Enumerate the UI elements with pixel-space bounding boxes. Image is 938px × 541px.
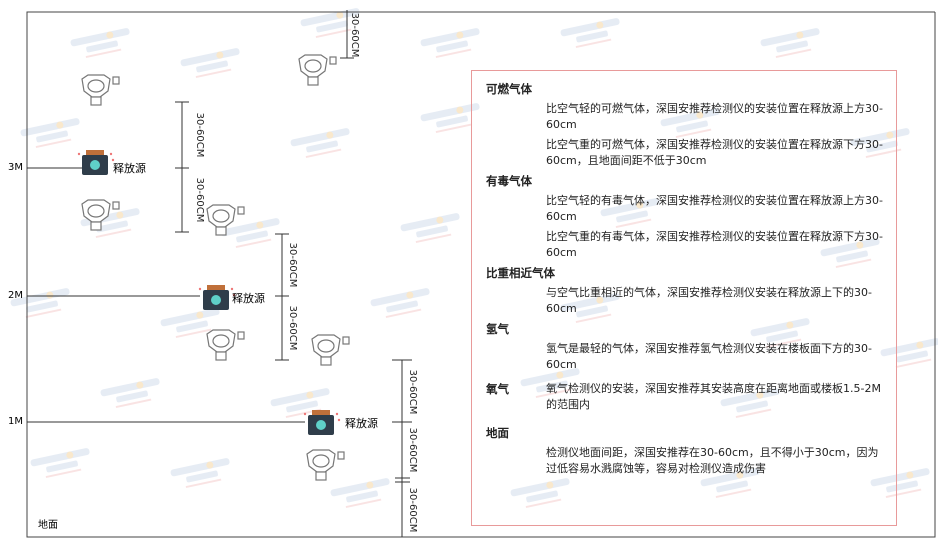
watermark-logo [750, 318, 810, 349]
dimension-label: 30-60CM [349, 13, 360, 58]
gas-detector-icon [206, 204, 245, 236]
note-heading: 有毒气体 [486, 174, 532, 188]
watermark-logo [160, 308, 220, 339]
note-text: 与空气比重相近的气体，深国安推荐检测仪安装在释放源上下的30-60cm [546, 286, 872, 315]
watermark-logo [880, 338, 938, 369]
watermark-logo [70, 28, 130, 59]
note-heading: 氢气 [486, 322, 509, 336]
ground-label: 地面 [38, 520, 58, 531]
note-text: 比空气重的有毒气体，深国安推荐检测仪的安装位置在释放源下方30-60cm [546, 230, 883, 259]
dimension-label: 30-60CM [194, 113, 205, 158]
gas-detector-icon [311, 334, 350, 366]
dimension-label: 30-60CM [407, 370, 418, 415]
axis-label-1m: 1M [8, 416, 23, 427]
watermark-logo [850, 128, 910, 159]
note-text: 比空气轻的可燃气体，深国安推荐检测仪的安装位置在释放源上方30-60cm [546, 102, 883, 131]
watermark-logo [820, 238, 880, 269]
dimension-label: 30-60CM [407, 488, 418, 533]
gas-detector-icon [306, 449, 345, 481]
notes-panel: 可燃气体 比空气轻的可燃气体，深国安推荐检测仪的安装位置在释放源上方30-60c… [471, 70, 897, 526]
gas-detector-icon [81, 74, 120, 106]
note-heading: 比重相近气体 [486, 266, 555, 280]
note-text: 比空气轻的有毒气体，深国安推荐检测仪的安装位置在释放源上方30-60cm [546, 194, 883, 223]
watermark-logo [400, 213, 460, 244]
gas-detector-icon [298, 54, 337, 86]
watermark-logo [220, 218, 280, 249]
watermark-logo [420, 28, 480, 59]
watermark-logo [180, 48, 240, 79]
axis-label-2m: 2M [8, 290, 23, 301]
watermark-logo [20, 118, 80, 149]
watermark-logo [600, 198, 660, 229]
dimension-label: 30-60CM [287, 306, 298, 351]
note-text: 检测仪地面间距，深国安推荐在30-60cm，且不得小于30cm，因为过低容易水溅… [546, 446, 879, 475]
note-text: 比空气重的可燃气体，深国安推荐检测仪的安装位置在释放源下方30-60cm，且地面… [546, 138, 883, 167]
watermark-logo [870, 468, 930, 499]
watermark-logo [370, 288, 430, 319]
gas-detector-icon [81, 199, 120, 231]
dimension-label: 30-60CM [287, 243, 298, 288]
watermark-logo [720, 388, 780, 419]
release-source-icon [77, 150, 115, 175]
source-label: 释放源 [345, 417, 378, 430]
watermark-logo [760, 28, 820, 59]
note-row: 氧气 氧气检测仪的安装，深国安推荐其安装高度在距离地面或楼板1.5-2M的范围内 [486, 381, 886, 413]
release-source-icon [198, 285, 236, 310]
watermark-logo [660, 108, 720, 139]
watermark-logo [510, 478, 570, 509]
dimension-label: 30-60CM [194, 178, 205, 223]
note-heading: 可燃气体 [486, 82, 532, 96]
watermark-logo [560, 18, 620, 49]
watermark-logo [300, 8, 360, 39]
note-text: 氧气检测仪的安装，深国安推荐其安装高度在距离地面或楼板1.5-2M的范围内 [546, 382, 881, 411]
watermark-logo [10, 288, 70, 319]
note-heading: 地面 [486, 426, 509, 440]
watermark-logo [330, 478, 390, 509]
note-text: 氢气是最轻的气体，深国安推荐氢气检测仪安装在楼板面下方的30-60cm [546, 342, 872, 371]
source-label: 释放源 [113, 162, 146, 175]
watermark-logo [30, 448, 90, 479]
watermark-logo [290, 128, 350, 159]
watermarks [10, 8, 938, 509]
watermark-logo [520, 368, 580, 399]
release-source-icon [303, 410, 341, 435]
dimension-label: 30-60CM [407, 428, 418, 473]
watermark-logo [420, 103, 480, 134]
watermark-logo [700, 468, 760, 499]
gas-detector-icon [206, 329, 245, 361]
watermark-logo [170, 458, 230, 489]
note-heading: 氧气 [486, 382, 509, 396]
watermark-logo [560, 293, 620, 324]
frame [26, 11, 936, 538]
source-label: 释放源 [232, 292, 265, 305]
axis-label-3m: 3M [8, 162, 23, 173]
watermark-logo [100, 378, 160, 409]
